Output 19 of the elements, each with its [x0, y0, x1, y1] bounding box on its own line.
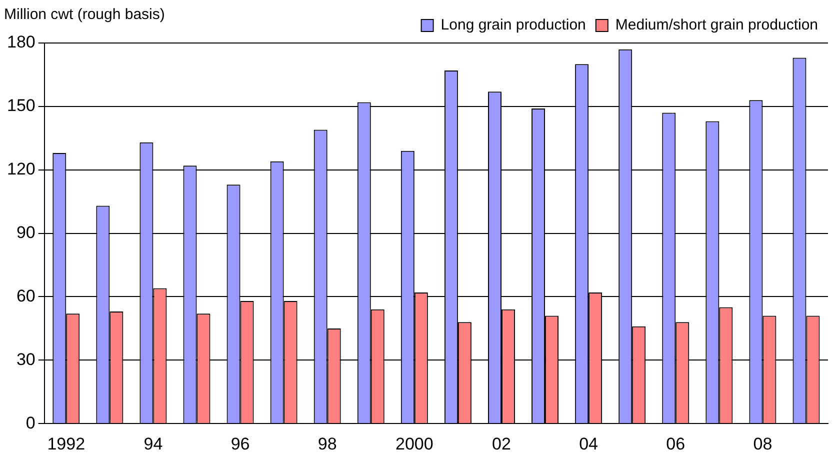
y-tick-label: 30	[16, 350, 36, 369]
x-tick-label: 98	[318, 434, 337, 454]
y-tick-label: 150	[6, 96, 36, 116]
x-tick-label: 04	[579, 434, 598, 454]
y-axis-title: Million cwt (rough basis)	[4, 6, 165, 23]
x-tick-label: 1992	[47, 434, 86, 454]
x-tick-label: 96	[230, 434, 250, 454]
y-tick-label: 60	[16, 286, 36, 306]
y-tick-label: 180	[6, 32, 36, 52]
y-tick-label: 120	[6, 160, 36, 179]
legend-label: Long grain production	[440, 16, 586, 34]
y-tick-label: 90	[16, 222, 36, 242]
x-tick-label: 06	[666, 434, 686, 454]
x-tick-label: 08	[753, 434, 772, 454]
x-tick-label: 2000	[396, 434, 434, 454]
y-tick-label: 0	[26, 413, 36, 432]
x-tick-label: 94	[144, 434, 163, 454]
legend-label: Medium/short grain production	[615, 16, 818, 34]
x-tick-label: 02	[492, 434, 511, 454]
